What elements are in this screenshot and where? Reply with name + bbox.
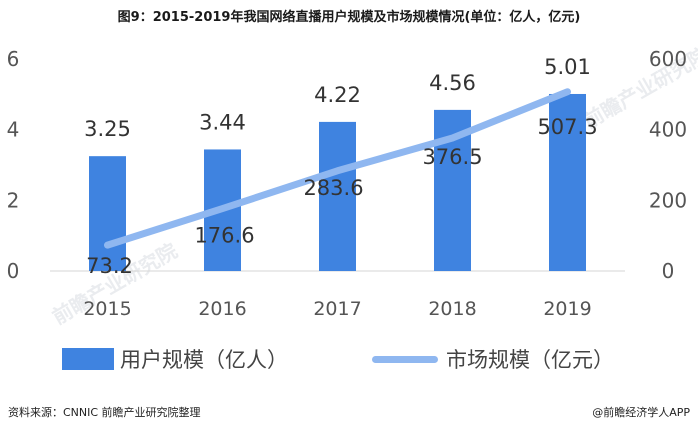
bar-value-label: 4.22: [314, 83, 361, 107]
line-series: [104, 88, 571, 249]
legend-swatch-line: [372, 355, 438, 363]
bar-value-label: 3.25: [84, 117, 131, 141]
bar: [89, 156, 126, 271]
bar: [319, 121, 356, 271]
y-right-tick-label: 200: [649, 188, 687, 212]
y-left-tick-label: 6: [7, 47, 20, 71]
x-tick-label: 2018: [428, 298, 476, 320]
chart-plot: 0 2 4 6 0 200 400 600 2015 2016 2017 2018 2019 3.25 3.…: [7, 47, 687, 320]
legend-label-users: 用户规模（亿人）: [120, 348, 288, 372]
chart-title: 图9：2015-2019年我国网络直播用户规模及市场规模情况(单位：亿人，亿元): [117, 10, 581, 25]
source-note: 资料来源：CNNIC 前瞻产业研究院整理: [8, 406, 201, 419]
bar-value-label: 5.01: [544, 55, 591, 79]
line-value-label: 283.6: [303, 176, 363, 200]
y-right-tick-label: 400: [649, 118, 687, 142]
y-left-tick-label: 2: [7, 188, 20, 212]
line-value-label: 73.2: [86, 254, 133, 278]
y-left-tick-label: 0: [7, 259, 20, 283]
x-tick-label: 2016: [198, 298, 246, 320]
legend-item-market: 市场规模（亿元）: [372, 344, 614, 374]
line-value-label: 176.6: [194, 224, 254, 248]
bar-value-label: 3.44: [199, 110, 246, 134]
bar: [549, 93, 586, 271]
y-right-tick-label: 600: [649, 47, 687, 71]
bar-value-label: 4.56: [429, 71, 476, 95]
y-left-tick-label: 4: [7, 118, 20, 142]
x-tick-label: 2017: [313, 298, 361, 320]
legend-label-market: 市场规模（亿元）: [446, 348, 614, 372]
legend-item-users: 用户规模（亿人）: [62, 344, 288, 374]
line-value-label: 376.5: [422, 145, 482, 169]
line-value-label: 507.3: [537, 115, 597, 139]
x-tick-label: 2019: [543, 298, 591, 320]
brand-note: @前瞻经济学人APP: [592, 406, 690, 419]
chart-legend: 用户规模（亿人） 市场规模（亿元）: [0, 344, 698, 380]
x-tick-label: 2015: [83, 298, 131, 320]
y-right-tick-label: 0: [662, 259, 675, 283]
legend-swatch-bar: [62, 348, 114, 370]
